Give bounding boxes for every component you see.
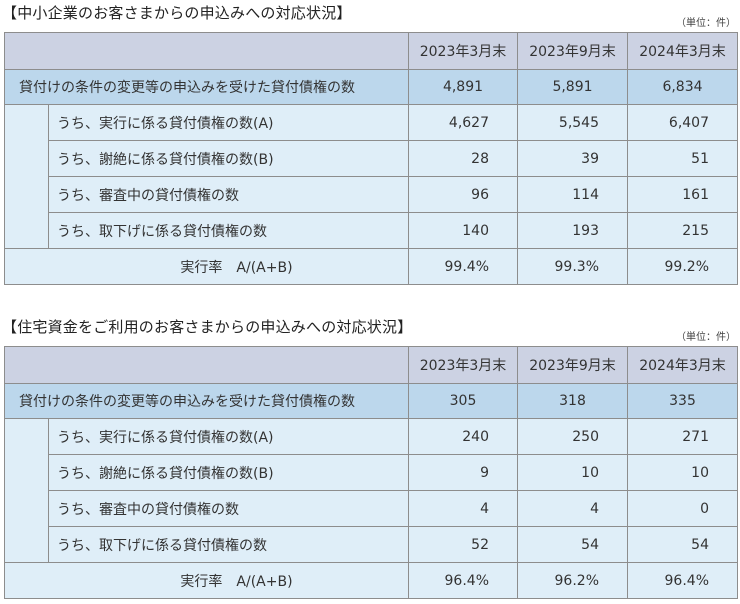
sub-row: うち、取下げに係る貸付債権の数 52 54 54 (5, 526, 738, 563)
row-label: 貸付けの条件の変更等の申込みを受けた貸付債権の数 (4, 69, 409, 105)
sub-row: うち、取下げに係る貸付債権の数 140 193 215 (5, 212, 738, 249)
row-label: うち、取下げに係る貸付債権の数 (48, 526, 409, 563)
row-label: うち、実行に係る貸付債権の数(A) (48, 104, 409, 141)
cell-value: 5,891 (517, 69, 628, 105)
cell-value: 99.2% (627, 248, 738, 285)
row-label: うち、審査中の貸付債権の数 (48, 490, 409, 527)
header-blank (4, 346, 409, 384)
cell-value: 305 (408, 383, 518, 419)
cell-value: 10 (627, 454, 738, 491)
cell-value: 10 (517, 454, 628, 491)
sub-row: うち、実行に係る貸付債権の数(A) 240 250 271 (4, 418, 738, 563)
cell-value: 99.4% (408, 248, 518, 285)
col-header: 2023年3月末 (408, 32, 518, 70)
cell-value: 114 (517, 176, 628, 213)
row-label: 実行率 A/(A+B) (4, 248, 409, 285)
rate-row: 実行率 A/(A+B) 96.4% 96.2% 96.4% (4, 562, 738, 599)
indent-cell (4, 104, 49, 249)
cell-value: 240 (408, 418, 518, 455)
cell-value: 9 (408, 454, 518, 491)
cell-value: 54 (627, 526, 738, 563)
section-title: 【中小企業のお客さまからの申込みへの対応状況】 (2, 4, 352, 22)
header-blank (4, 32, 409, 70)
row-label: うち、実行に係る貸付債権の数(A) (48, 418, 409, 455)
main-row: 貸付けの条件の変更等の申込みを受けた貸付債権の数 4,891 5,891 6,8… (4, 69, 738, 105)
cell-value: 6,834 (627, 69, 738, 105)
cell-value: 96.4% (408, 562, 518, 599)
section-housing: 【住宅資金をご利用のお客さまからの申込みへの対応状況】 （単位：件） 2023年… (0, 300, 740, 604)
cell-value: 39 (517, 140, 628, 177)
cell-value: 99.3% (517, 248, 628, 285)
cell-value: 4,891 (408, 69, 518, 105)
cell-value: 96.4% (627, 562, 738, 599)
unit-label: （単位：件） (676, 18, 736, 29)
row-label: うち、審査中の貸付債権の数 (48, 176, 409, 213)
col-header: 2023年9月末 (517, 32, 628, 70)
row-label: うち、謝絶に係る貸付債権の数(B) (48, 454, 409, 491)
cell-value: 140 (408, 212, 518, 249)
cell-value: 4 (517, 490, 628, 527)
cell-value: 52 (408, 526, 518, 563)
rate-row: 実行率 A/(A+B) 99.4% 99.3% 99.2% (4, 248, 738, 285)
row-label: 実行率 A/(A+B) (4, 562, 409, 599)
cell-value: 54 (517, 526, 628, 563)
row-label: 貸付けの条件の変更等の申込みを受けた貸付債権の数 (4, 383, 409, 419)
cell-value: 6,407 (627, 104, 738, 141)
header-row: 2023年3月末 2023年9月末 2024年3月末 (4, 32, 738, 70)
cell-value: 271 (627, 418, 738, 455)
cell-value: 193 (517, 212, 628, 249)
row-label: うち、取下げに係る貸付債権の数 (48, 212, 409, 249)
main-row: 貸付けの条件の変更等の申込みを受けた貸付債権の数 305 318 335 (4, 383, 738, 419)
cell-value: 96.2% (517, 562, 628, 599)
col-header: 2023年9月末 (517, 346, 628, 384)
sub-row: うち、審査中の貸付債権の数 4 4 0 (5, 490, 738, 527)
sub-row: うち、審査中の貸付債権の数 96 114 161 (5, 176, 738, 213)
row-label: うち、謝絶に係る貸付債権の数(B) (48, 140, 409, 177)
col-header: 2024年3月末 (627, 346, 738, 384)
col-header: 2024年3月末 (627, 32, 738, 70)
sub-row: うち、謝絶に係る貸付債権の数(B) 9 10 10 (5, 454, 738, 491)
cell-value: 335 (627, 383, 738, 419)
sub-row: うち、実行に係る貸付債権の数(A) 4,627 5,545 6,407 (4, 104, 738, 249)
cell-value: 250 (517, 418, 628, 455)
cell-value: 28 (408, 140, 518, 177)
cell-value: 96 (408, 176, 518, 213)
cell-value: 4,627 (408, 104, 518, 141)
status-table: 2023年3月末 2023年9月末 2024年3月末 貸付けの条件の変更等の申込… (4, 346, 738, 599)
sub-row: うち、謝絶に係る貸付債権の数(B) 28 39 51 (5, 140, 738, 177)
section-sme: 【中小企業のお客さまからの申込みへの対応状況】 （単位：件） 2023年3月末 … (0, 0, 740, 300)
indent-cell (4, 418, 49, 563)
status-table: 2023年3月末 2023年9月末 2024年3月末 貸付けの条件の変更等の申込… (4, 32, 738, 285)
cell-value: 318 (517, 383, 628, 419)
cell-value: 0 (627, 490, 738, 527)
unit-label: （単位：件） (676, 332, 736, 343)
cell-value: 51 (627, 140, 738, 177)
col-header: 2023年3月末 (408, 346, 518, 384)
cell-value: 5,545 (517, 104, 628, 141)
cell-value: 215 (627, 212, 738, 249)
section-title: 【住宅資金をご利用のお客さまからの申込みへの対応状況】 (2, 318, 413, 336)
cell-value: 4 (408, 490, 518, 527)
cell-value: 161 (627, 176, 738, 213)
header-row: 2023年3月末 2023年9月末 2024年3月末 (4, 346, 738, 384)
